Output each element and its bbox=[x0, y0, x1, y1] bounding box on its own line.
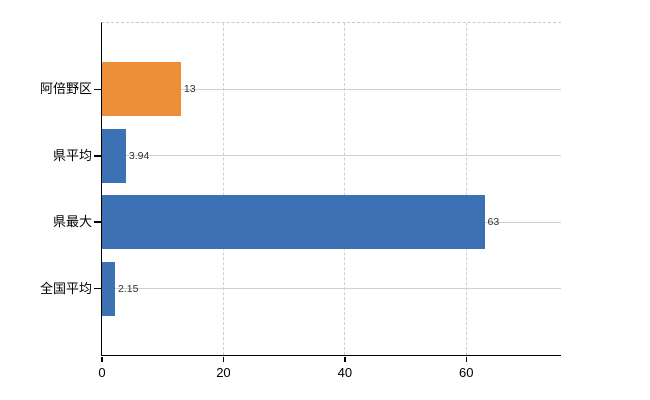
horizontal-gridline bbox=[102, 88, 561, 90]
category-label: 全国平均 bbox=[39, 280, 92, 296]
vertical-gridline bbox=[465, 23, 467, 355]
bar bbox=[102, 128, 126, 183]
category-label: 県最大 bbox=[52, 214, 92, 230]
vertical-gridline bbox=[222, 23, 224, 355]
bar bbox=[102, 195, 485, 250]
x-axis-tick bbox=[344, 356, 346, 362]
y-axis-tick bbox=[94, 88, 101, 91]
value-label: 2.15 bbox=[118, 282, 139, 295]
x-tick-label: 40 bbox=[337, 365, 353, 380]
horizontal-gridline bbox=[102, 288, 561, 290]
y-axis-tick bbox=[94, 155, 101, 157]
bar bbox=[102, 62, 181, 117]
x-tick-label: 0 bbox=[98, 365, 106, 380]
x-axis-tick bbox=[465, 356, 468, 362]
x-axis-tick bbox=[222, 356, 225, 362]
y-axis-tick bbox=[94, 287, 101, 290]
plot-area: 0 20 40 60 阿倍野区 13 県平均 3.94 県最大 63 全国平均 2.15 bbox=[40, 22, 561, 380]
category-label: 県平均 bbox=[52, 147, 92, 163]
value-label: 3.94 bbox=[128, 149, 150, 162]
bar bbox=[102, 261, 116, 316]
value-label: 13 bbox=[183, 83, 196, 96]
category-label: 阿倍野区 bbox=[39, 81, 92, 97]
y-axis-tick bbox=[94, 221, 101, 223]
x-tick-label: 60 bbox=[459, 365, 474, 380]
horizontal-gridline bbox=[102, 155, 561, 157]
x-axis-tick bbox=[101, 356, 103, 362]
x-tick-label: 20 bbox=[216, 365, 231, 380]
value-label: 63 bbox=[487, 216, 500, 229]
vertical-gridline bbox=[344, 23, 346, 355]
